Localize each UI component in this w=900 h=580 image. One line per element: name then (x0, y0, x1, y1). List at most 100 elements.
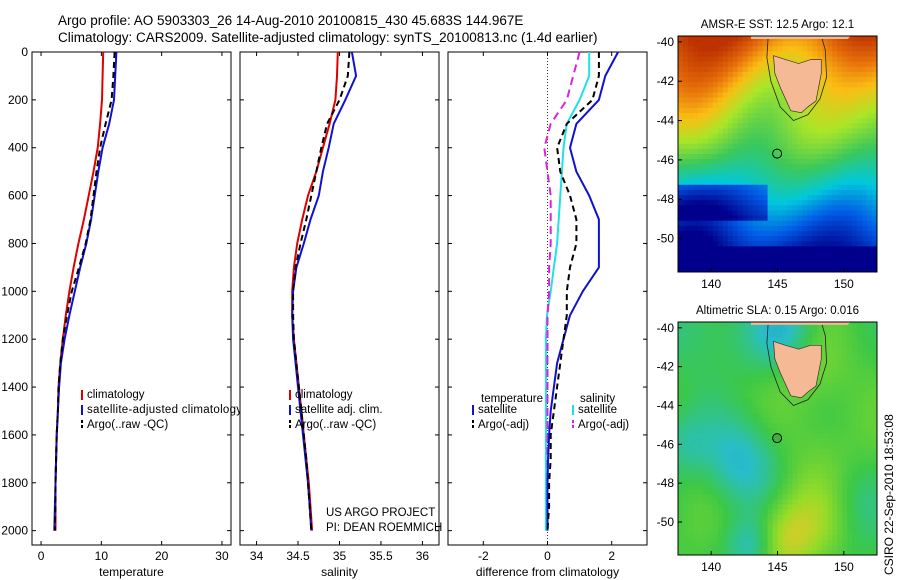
sla-cell (682, 509, 689, 516)
sla-cell (827, 392, 833, 399)
sla-cell (837, 362, 843, 369)
sst-cell (687, 112, 694, 119)
sst-cell (867, 118, 873, 124)
sla-cell (727, 327, 734, 333)
sla-cell (727, 544, 734, 551)
sst-cell (812, 164, 818, 170)
sla-cell (752, 529, 759, 536)
sst-cell (722, 225, 729, 232)
sla-cell (757, 544, 764, 551)
sst-cell (862, 87, 868, 94)
legend-title-temperature: temperature (481, 393, 543, 405)
sla-cell (752, 428, 759, 435)
sla-cell (682, 377, 689, 384)
sst-cell (852, 87, 858, 94)
sst-cell (737, 46, 744, 52)
sla-cell (807, 337, 813, 343)
sla-cell (822, 397, 828, 404)
sst-cell (852, 159, 858, 165)
sst-cell (822, 246, 828, 253)
sst-cell (722, 174, 729, 181)
sst-cell (807, 230, 813, 237)
sla-cell (827, 438, 833, 445)
sst-cell (737, 112, 744, 119)
sst-cell (837, 164, 843, 170)
sst-cell (782, 251, 789, 258)
sst-cell (712, 87, 719, 94)
sst-cell (852, 179, 858, 186)
sst-cell (732, 71, 739, 78)
sst-cell (792, 205, 798, 212)
sst-cell (702, 148, 709, 155)
sla-cell (702, 433, 709, 440)
sst-cell (847, 256, 853, 263)
sla-cell (678, 514, 684, 521)
sla-cell (867, 468, 873, 475)
sst-cell (697, 82, 704, 88)
sst-cell (762, 82, 769, 88)
sla-cell (807, 413, 813, 419)
sst-cell (707, 123, 714, 129)
sst-cell (812, 225, 818, 232)
sla-cell (737, 372, 744, 379)
sla-cell (807, 524, 813, 531)
sst-cell (792, 220, 798, 227)
sst-cell (702, 102, 709, 109)
sla-cell (782, 549, 789, 555)
sst-cell (732, 184, 739, 191)
sst-cell (817, 51, 823, 58)
sla-cell (822, 509, 828, 516)
sst-cell (767, 133, 774, 140)
sst-cell (747, 102, 754, 109)
sla-cell (852, 418, 858, 424)
sla-cell (832, 544, 838, 551)
sst-cell (827, 77, 833, 83)
sst-cell (857, 138, 863, 145)
sst-cell (712, 118, 719, 124)
sla-cell (792, 549, 798, 555)
sst-cell (837, 66, 843, 73)
sst-cell (687, 87, 694, 94)
sla-cell (697, 322, 704, 328)
sla-cell (857, 494, 863, 500)
sla-cell (807, 443, 813, 450)
sst-cell (827, 251, 833, 258)
sla-cell (767, 448, 774, 455)
sla-cell (777, 382, 784, 389)
sst-cell (702, 77, 709, 83)
sla-cell (767, 332, 774, 338)
sst-cell (732, 118, 739, 124)
sst-cell (812, 107, 818, 114)
sla-cell (702, 423, 709, 429)
sla-cell (752, 509, 759, 516)
sla-cell (827, 463, 833, 470)
sst-cell (867, 92, 873, 99)
legend-label: Argo(-adj) (578, 419, 629, 431)
sla-cell (807, 473, 813, 480)
sla-cell (722, 468, 729, 475)
sst-cell (687, 138, 694, 145)
sst-cell (687, 220, 694, 227)
sla-cell (822, 484, 828, 490)
sst-cell (692, 195, 699, 201)
sla-cell (857, 408, 863, 414)
sla-cell (802, 443, 808, 450)
sla-cell (797, 428, 803, 435)
sst-cell (832, 71, 838, 78)
sla-cell (772, 327, 779, 333)
sst-cell (712, 220, 719, 227)
sla-cell (732, 473, 739, 480)
sst-cell (752, 66, 759, 73)
sst-cell (847, 174, 853, 181)
sla-cell (862, 327, 868, 333)
sst-cell (742, 128, 749, 135)
sla-cell (842, 397, 848, 404)
sst-cell (787, 205, 794, 212)
sst-cell (812, 184, 818, 191)
sla-cell (792, 468, 798, 475)
sst-cell (847, 154, 853, 160)
sst-cell (787, 118, 794, 124)
sla-cell (827, 479, 833, 485)
sst-cell (737, 133, 744, 140)
